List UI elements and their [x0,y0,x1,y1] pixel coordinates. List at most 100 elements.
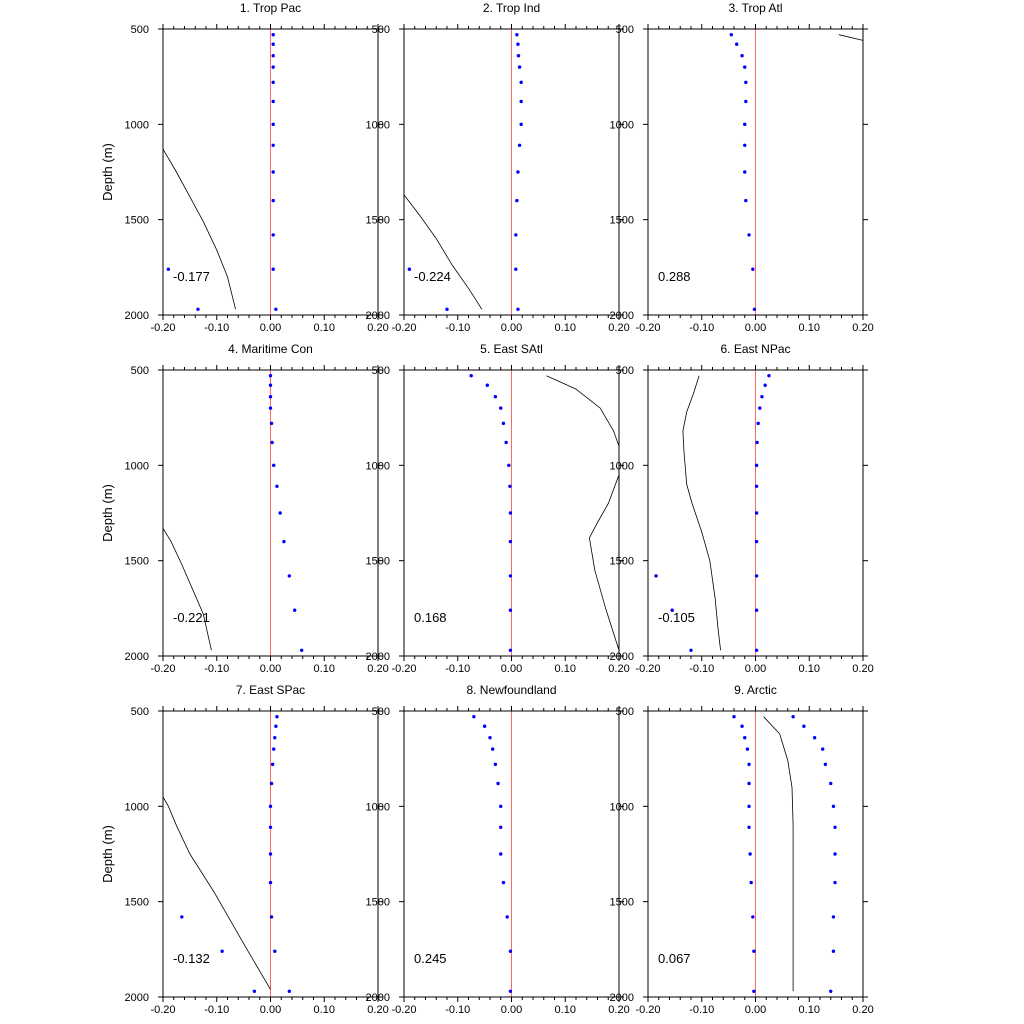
x-tick-label: -0.10 [689,322,714,334]
x-tick-label: 0.10 [314,1004,335,1016]
y-tick-label: 2000 [125,992,149,1004]
data-point [829,781,833,786]
data-point [472,715,476,719]
x-tick-label: 0.00 [260,663,281,675]
data-point [499,406,503,410]
data-point [514,233,518,237]
x-tick-label: 0.20 [852,322,873,334]
data-point [791,715,795,719]
data-point [729,33,734,37]
y-tick-label: 1000 [610,460,634,472]
data-point [743,122,747,127]
data-point [271,42,275,46]
data-point [812,735,817,740]
x-tick-label: 0.00 [501,663,522,675]
data-point [831,949,836,953]
data-point [516,53,521,58]
y-tick-label: 500 [372,365,390,377]
data-point [504,440,508,445]
data-point [747,825,751,830]
y-tick-label: 1500 [366,897,390,909]
data-point [754,484,759,489]
x-tick-label: 0.00 [501,1004,522,1016]
data-point [754,511,759,515]
data-point [268,394,273,399]
y-tick-label: 1000 [366,460,390,472]
data-point [734,42,739,46]
data-point [745,747,750,751]
data-point [268,804,273,809]
y-tick-label: 500 [616,365,634,377]
data-point [515,33,519,37]
data-point [755,440,759,445]
y-axis-label: Depth (m) [100,143,115,201]
data-point [508,574,513,578]
y-tick-label: 1500 [366,215,390,227]
data-point [516,307,520,311]
data-point [514,267,518,271]
data-point [252,989,257,993]
data-point [499,825,503,830]
x-tick-label: -0.10 [445,1004,470,1016]
data-point [272,463,276,468]
series-curve [682,375,721,651]
data-point [274,724,278,728]
x-tick-label: -0.10 [204,1004,229,1016]
x-tick-label: 0.00 [745,1004,766,1016]
data-point [271,143,275,148]
data-point [469,374,473,378]
panel-3: 3. Trop Atl -0.20 -0.10 0.00 0.10 0.20 500 1000… [610,1,874,334]
data-point [752,949,756,953]
data-point [270,440,274,445]
data-point [282,539,286,544]
panel-title: 6. East NPac [720,342,790,356]
panel-title: 9. Arctic [734,683,777,697]
data-point [275,484,279,489]
data-point [287,574,292,578]
data-point [488,735,492,740]
data-point [767,374,771,378]
data-point [743,65,747,69]
x-tick-label: -0.10 [204,322,229,334]
data-point [744,99,748,104]
data-point [754,463,759,468]
data-point [220,949,224,953]
panel-title: 5. East SAtl [480,342,543,356]
x-tick-label: 0.20 [367,322,388,334]
data-point [508,511,513,515]
correlation-value: -0.177 [173,269,210,284]
data-point [508,648,513,652]
correlation-value: -0.132 [173,951,210,966]
x-tick-label: 0.00 [260,322,281,334]
y-tick-label: 500 [131,706,149,718]
data-point [831,915,836,919]
data-point [689,648,693,652]
data-point [274,307,278,311]
data-point [829,989,833,993]
y-tick-label: 1500 [125,897,149,909]
data-point [507,463,511,468]
data-point [499,852,503,856]
data-point [748,852,752,856]
y-tick-label: 2000 [366,651,390,663]
x-tick-label: 0.20 [608,663,629,675]
series-curve [546,375,620,651]
data-point [268,374,273,378]
data-point [754,648,759,652]
data-point [519,99,523,104]
data-point [299,648,304,652]
y-tick-label: 1000 [366,119,390,131]
x-tick-label: -0.10 [445,322,470,334]
y-tick-label: 1500 [610,556,634,568]
data-point [763,383,767,387]
data-point [445,307,449,311]
y-tick-label: 1000 [125,119,149,131]
x-tick-label: -0.20 [150,322,175,334]
series-curve [763,716,794,992]
data-point [271,33,275,37]
y-tick-label: 1000 [125,460,149,472]
data-point [270,762,275,767]
data-point [271,170,275,174]
x-tick-label: -0.20 [635,663,660,675]
